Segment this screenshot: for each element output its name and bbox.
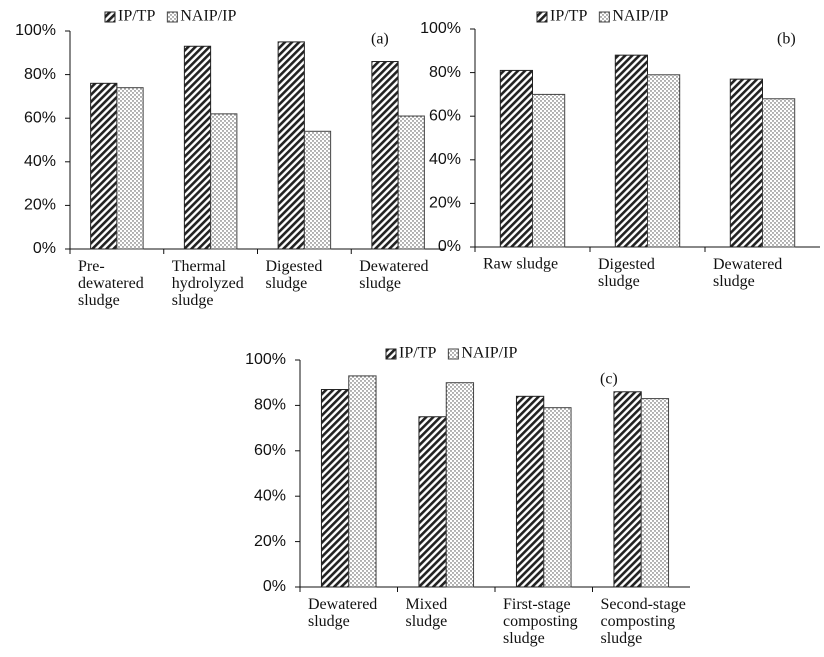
y-tick-label: 80% bbox=[429, 64, 461, 81]
y-tick-label: 100% bbox=[420, 20, 461, 37]
bar bbox=[371, 61, 399, 250]
x-tick-label: Second-stage composting sludge bbox=[601, 596, 686, 647]
x-tick-label: Dewatered sludge bbox=[308, 596, 377, 630]
bar bbox=[613, 391, 642, 588]
legend-swatch bbox=[447, 348, 459, 360]
legend-swatch bbox=[536, 11, 548, 23]
bar bbox=[418, 416, 447, 588]
bar bbox=[116, 87, 144, 250]
bar bbox=[499, 69, 533, 248]
legend-swatch bbox=[104, 11, 116, 23]
y-tick-label: 60% bbox=[24, 109, 56, 126]
bar bbox=[532, 93, 566, 248]
y-tick-label: 40% bbox=[429, 151, 461, 168]
y-tick-label: 0% bbox=[438, 238, 461, 255]
y-tick-label: 40% bbox=[254, 487, 286, 504]
legend-label: NAIP/IP bbox=[180, 8, 236, 25]
y-tick-label: 20% bbox=[24, 197, 56, 214]
bar bbox=[515, 395, 545, 588]
bar bbox=[647, 74, 681, 248]
bar bbox=[762, 98, 796, 248]
y-tick-label: 20% bbox=[254, 533, 286, 550]
y-tick-label: 80% bbox=[24, 66, 56, 83]
bar bbox=[210, 113, 238, 250]
y-tick-label: 40% bbox=[24, 153, 56, 170]
bar bbox=[397, 115, 425, 250]
legend-swatch bbox=[598, 11, 610, 23]
x-tick-label: Raw sludge bbox=[483, 256, 558, 273]
legend-label: NAIP/IP bbox=[461, 345, 517, 362]
x-tick-label: Mixed sludge bbox=[406, 596, 448, 630]
annotation: (c) bbox=[600, 371, 618, 388]
y-tick-label: 0% bbox=[33, 240, 56, 257]
bar bbox=[183, 45, 212, 250]
y-tick-label: 100% bbox=[245, 351, 286, 368]
y-tick-label: 100% bbox=[15, 22, 56, 39]
legend-label: IP/TP bbox=[399, 345, 436, 362]
y-tick-label: 0% bbox=[263, 578, 286, 595]
x-tick-label: Dewatered sludge bbox=[359, 258, 428, 292]
legend-swatch bbox=[385, 348, 397, 360]
y-tick-label: 60% bbox=[254, 442, 286, 459]
x-tick-label: Dewatered sludge bbox=[713, 256, 782, 290]
legend-label: IP/TP bbox=[118, 8, 155, 25]
y-tick-label: 20% bbox=[429, 195, 461, 212]
bar bbox=[348, 375, 377, 588]
x-tick-label: Thermal hydrolyzed sludge bbox=[172, 258, 244, 309]
x-tick-label: Digested sludge bbox=[266, 258, 323, 292]
bar bbox=[729, 78, 763, 248]
bar bbox=[614, 54, 648, 248]
x-tick-label: Pre-dewatered sludge bbox=[78, 258, 144, 309]
y-tick-label: 80% bbox=[254, 397, 286, 414]
legend-label: IP/TP bbox=[550, 8, 587, 25]
x-tick-label: First-stage composting sludge bbox=[503, 596, 578, 647]
y-tick-label: 60% bbox=[429, 107, 461, 124]
bar bbox=[277, 41, 305, 250]
bar bbox=[543, 407, 572, 588]
bar bbox=[320, 389, 350, 588]
x-tick-label: Digested sludge bbox=[598, 256, 655, 290]
bar bbox=[303, 130, 332, 250]
annotation: (a) bbox=[371, 31, 389, 48]
bar bbox=[640, 398, 670, 588]
annotation: (b) bbox=[777, 31, 796, 48]
legend-label: NAIP/IP bbox=[612, 8, 668, 25]
bar bbox=[445, 382, 475, 588]
bar bbox=[90, 82, 118, 250]
legend-swatch bbox=[166, 11, 178, 23]
